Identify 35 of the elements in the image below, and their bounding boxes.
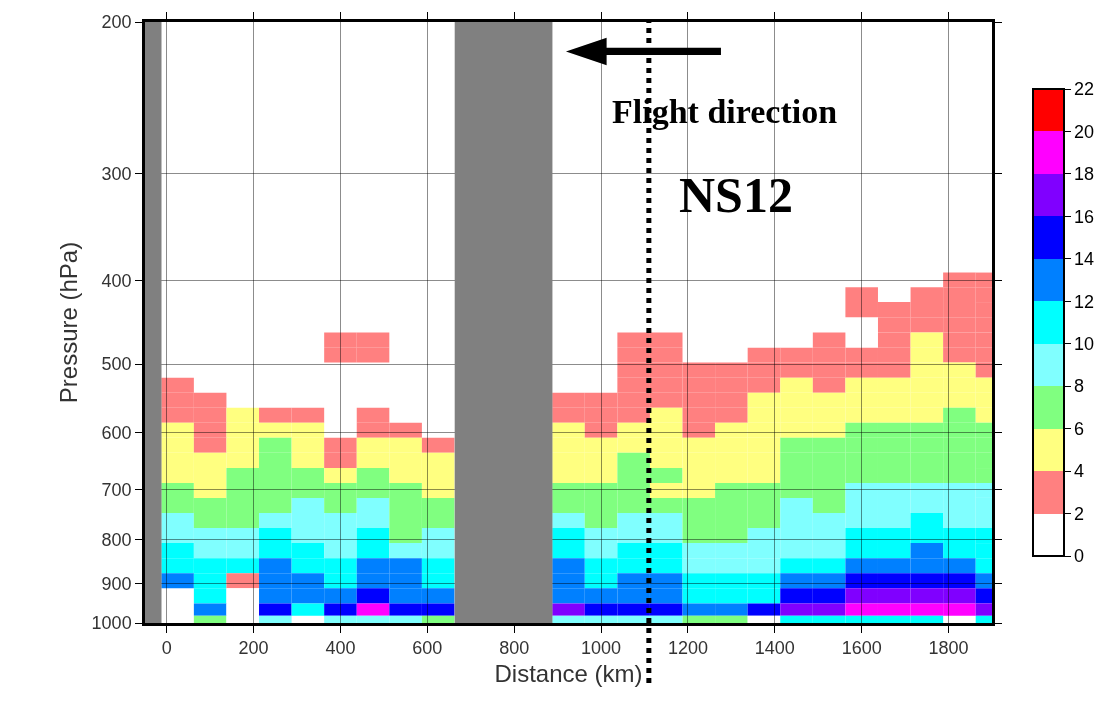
color-bar-label: 2 (1074, 503, 1085, 524)
x-tick-label: 1800 (928, 638, 969, 659)
x-tick-label: 600 (412, 638, 443, 659)
x-tick-label: 0 (161, 638, 172, 659)
x-tick-label: 1600 (841, 638, 882, 659)
y-tick-label: 300 (101, 163, 132, 184)
color-bar-label: 6 (1074, 418, 1085, 439)
annotation: Flight direction (612, 93, 838, 130)
x-tick-label: 1000 (581, 638, 622, 659)
color-bar-label: 18 (1074, 164, 1095, 185)
color-bar-label: 20 (1074, 121, 1095, 142)
color-bar-label: 14 (1074, 249, 1095, 270)
color-bar-label: 8 (1074, 376, 1085, 397)
color-bar-label: 22 (1074, 79, 1095, 100)
x-tick-label: 1200 (667, 638, 708, 659)
y-tick-label: 700 (101, 480, 132, 501)
x-tick-label: 200 (238, 638, 269, 659)
y-tick-label: 500 (101, 354, 132, 375)
y-tick-label: 200 (101, 12, 132, 33)
color-bar-label: 16 (1074, 206, 1095, 227)
x-axis-title: Distance (km) (494, 659, 643, 687)
x-tick-label: 1400 (754, 638, 795, 659)
y-tick-label: 800 (101, 529, 132, 550)
color-bar-label: 12 (1074, 291, 1095, 312)
y-tick-label: 600 (101, 422, 132, 443)
y-tick-label: 1000 (91, 613, 132, 634)
y-axis-title: Pressure (hPa) (54, 241, 82, 404)
color-bar-label: 0 (1074, 546, 1085, 567)
x-tick-label: 400 (325, 638, 356, 659)
annotation: NS12 (679, 167, 793, 223)
x-tick-label: 800 (499, 638, 530, 659)
y-tick-label: 400 (101, 271, 132, 292)
y-tick-label: 900 (101, 573, 132, 594)
color-bar-label: 10 (1074, 334, 1095, 355)
color-bar-label: 4 (1074, 461, 1085, 482)
